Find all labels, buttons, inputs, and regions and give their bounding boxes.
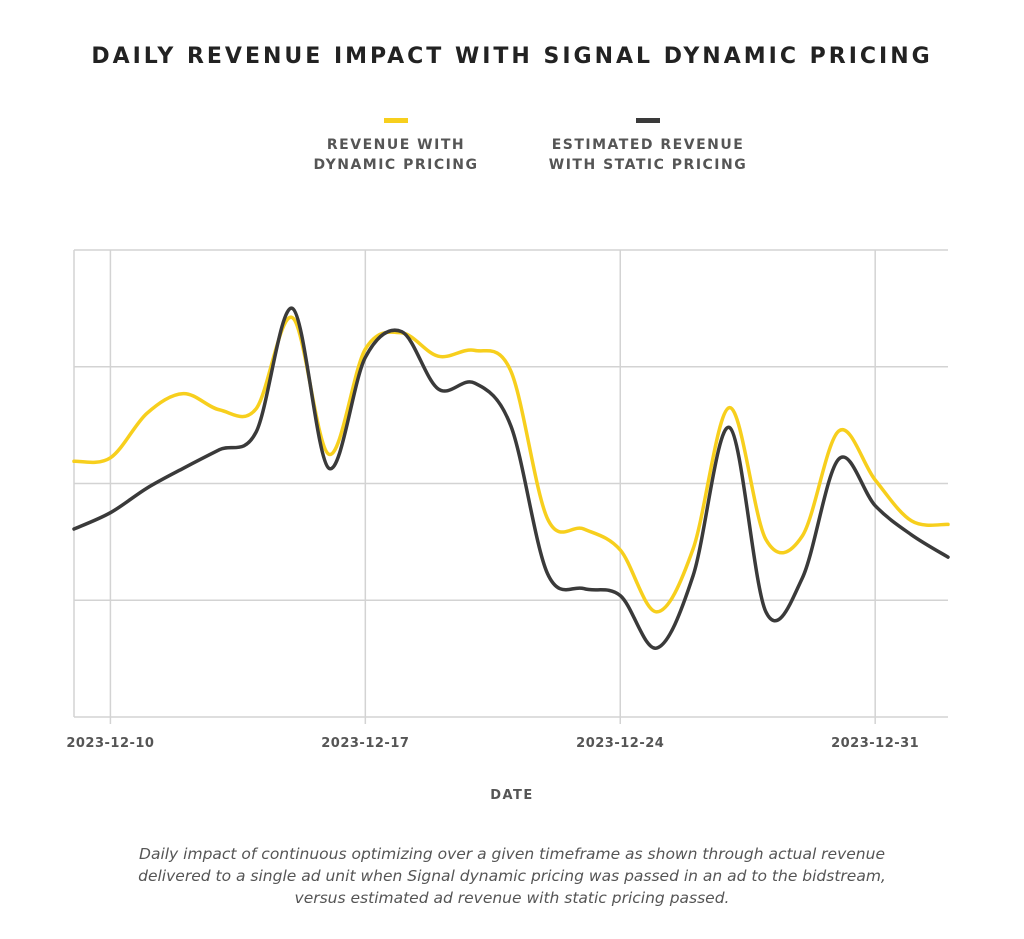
line-chart: 2023-12-10 2023-12-17 2023-12-24 2023-12-31…: [66, 249, 950, 803]
legend-item-dynamic: REVENUE WITH DYNAMIC PRICING: [296, 118, 496, 175]
x-axis-label: DATE: [490, 788, 534, 803]
x-tick-label: 2023-12-24: [576, 736, 664, 751]
series-line-static: [72, 306, 950, 650]
legend-swatch-dynamic: [384, 118, 408, 123]
chart-caption: Daily impact of continuous optimizing ov…: [138, 845, 886, 907]
legend-label-dynamic: REVENUE WITH DYNAMIC PRICING: [313, 137, 479, 173]
chart-title: DAILY REVENUE IMPACT WITH SIGNAL DYNAMIC…: [91, 44, 933, 69]
chart-legend: REVENUE WITH DYNAMIC PRICING ESTIMATED R…: [0, 118, 1024, 178]
chart-grid: [73, 249, 948, 724]
x-tick-label: 2023-12-10: [66, 736, 154, 751]
x-tick-label: 2023-12-31: [831, 736, 919, 751]
chart-series: [72, 306, 950, 650]
legend-item-static: ESTIMATED REVENUE WITH STATIC PRICING: [548, 118, 748, 175]
legend-label-static: ESTIMATED REVENUE WITH STATIC PRICING: [548, 137, 748, 173]
x-tick-label: 2023-12-17: [321, 736, 409, 751]
x-axis-ticks: 2023-12-10 2023-12-17 2023-12-24 2023-12-31: [66, 736, 919, 751]
series-line-dynamic: [72, 315, 950, 614]
legend-swatch-static: [636, 118, 660, 123]
